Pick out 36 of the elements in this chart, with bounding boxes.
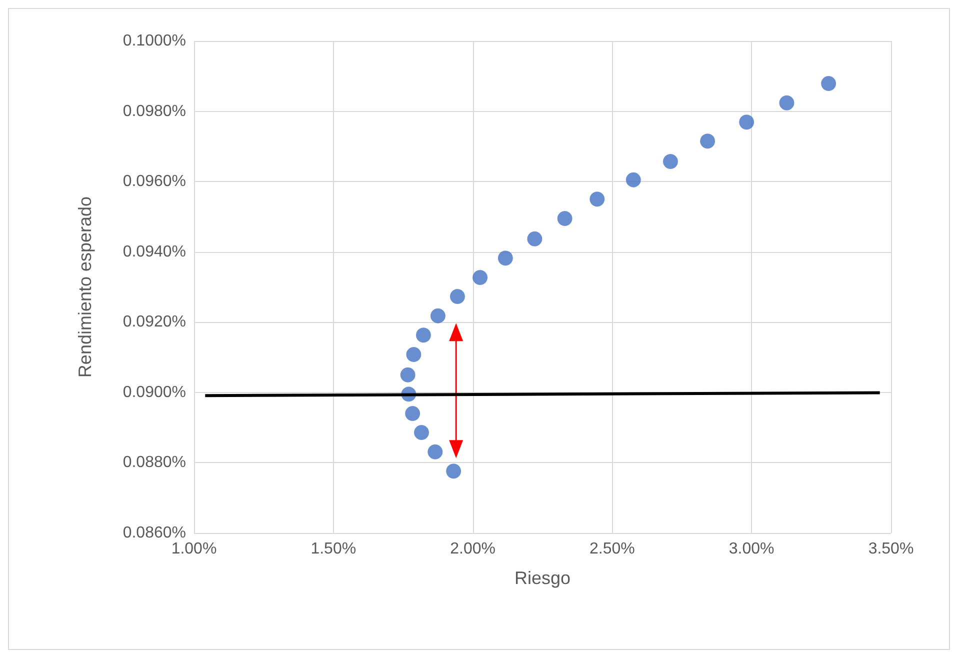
point (821, 76, 836, 92)
point (739, 114, 754, 130)
y-tick-label: 0.0920% (122, 314, 186, 331)
y-axis-title: Rendimiento esperado (75, 196, 95, 378)
point (527, 231, 542, 246)
point (414, 424, 429, 440)
y-tick-label: 0.0900% (122, 384, 186, 401)
x-tick-label: 2.00% (450, 540, 496, 558)
x-axis-title: Riesgo (514, 568, 571, 588)
point (405, 406, 420, 422)
point (590, 192, 605, 207)
x-tick-label: 1.00% (171, 540, 217, 558)
x-tick-label: 1.50% (310, 540, 356, 558)
point (700, 134, 716, 149)
point (400, 367, 416, 382)
point (472, 270, 488, 286)
y-tick-label: 0.0980% (122, 102, 186, 120)
point (446, 464, 462, 479)
point (416, 328, 431, 343)
y-tick-label: 0.0960% (122, 173, 186, 190)
point (430, 308, 446, 324)
point (406, 346, 422, 362)
point (662, 154, 678, 170)
y-tick-label: 0.0860% (122, 524, 186, 542)
y-tick-label: 0.1000% (122, 32, 186, 50)
point (557, 210, 572, 226)
x-tick-label: 2.50% (590, 540, 635, 558)
point (626, 172, 641, 188)
y-tick-label: 0.0940% (122, 243, 186, 260)
x-tick-label: 3.00% (728, 540, 774, 558)
x-tick-label: 3.50% (868, 540, 914, 558)
point (450, 288, 465, 304)
point (498, 250, 513, 266)
point (428, 444, 443, 460)
y-tick-label: 0.0880% (122, 454, 186, 472)
point (779, 95, 794, 110)
